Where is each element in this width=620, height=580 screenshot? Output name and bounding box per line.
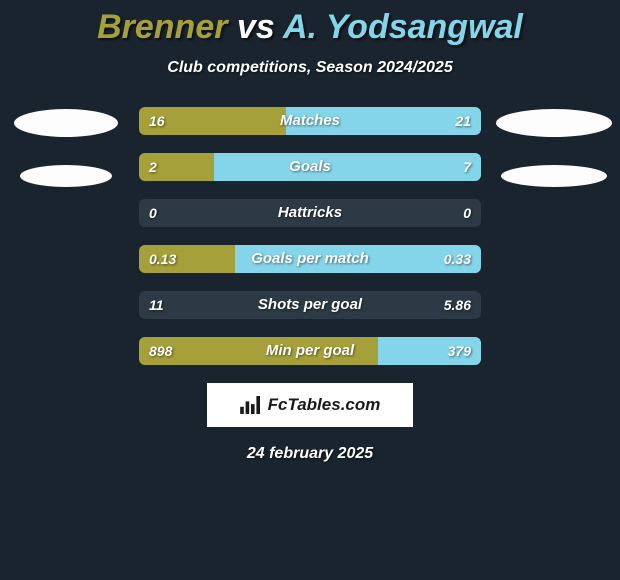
player1-badge-placeholder [20,165,112,187]
stat-right-value: 21 [455,107,471,135]
branding-banner[interactable]: FcTables.com [207,383,413,427]
player2-name: A. Yodsangwal [283,8,523,46]
stat-right-value: 5.86 [444,291,471,319]
bar-chart-icon [240,396,262,414]
player2-photo-placeholder [496,109,612,137]
stat-label: Matches [139,107,481,135]
comparison-content: 16Matches21 2Goals7 0Hattricks0 0.13Goals p… [0,107,620,365]
stat-right-value: 7 [463,153,471,181]
stat-right-value: 379 [448,337,471,365]
stat-row: 16Matches21 [139,107,481,135]
branding-text: FcTables.com [268,395,381,415]
stat-row: 0.13Goals per match0.33 [139,245,481,273]
player1-name: Brenner [97,8,227,46]
stat-label: Goals per match [139,245,481,273]
player1-avatar-column [11,107,121,187]
stat-row: 898Min per goal379 [139,337,481,365]
stats-bars: 16Matches21 2Goals7 0Hattricks0 0.13Goals p… [139,107,481,365]
stat-label: Shots per goal [139,291,481,319]
date-line: 24 february 2025 [0,445,620,463]
player1-photo-placeholder [14,109,118,137]
stat-label: Goals [139,153,481,181]
player2-badge-placeholder [501,165,607,187]
comparison-title: Brenner vs A. Yodsangwal [0,0,620,47]
stat-row: 2Goals7 [139,153,481,181]
stat-label: Min per goal [139,337,481,365]
vs-separator: vs [237,8,283,46]
stat-label: Hattricks [139,199,481,227]
subtitle: Club competitions, Season 2024/2025 [0,59,620,77]
player2-avatar-column [499,107,609,187]
stat-right-value: 0.33 [444,245,471,273]
stat-right-value: 0 [463,199,471,227]
stat-row: 11Shots per goal5.86 [139,291,481,319]
stat-row: 0Hattricks0 [139,199,481,227]
